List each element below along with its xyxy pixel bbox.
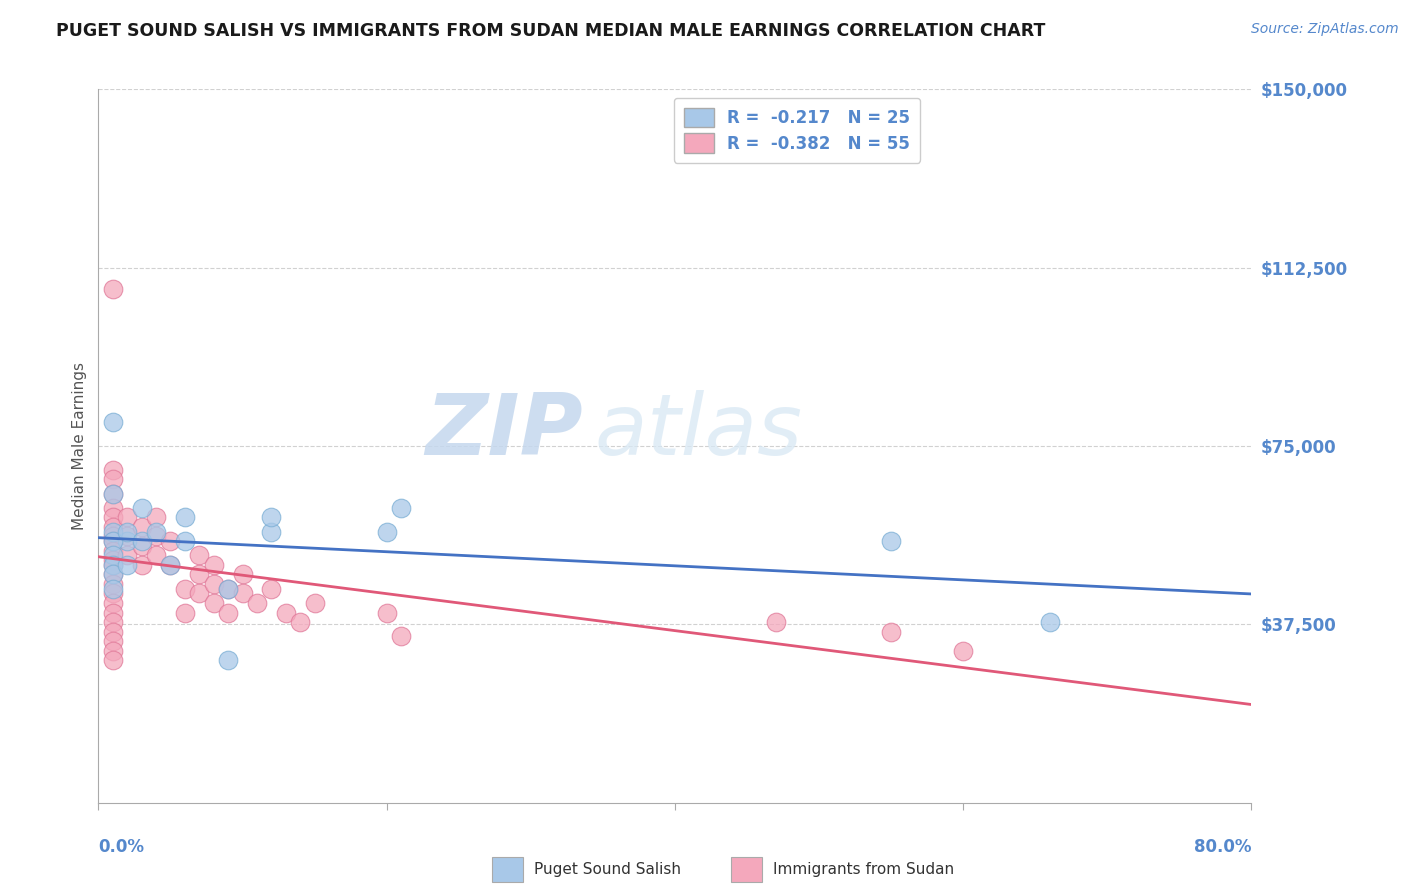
Point bbox=[389, 500, 412, 515]
Point bbox=[101, 472, 124, 486]
Point bbox=[131, 534, 153, 549]
Point bbox=[159, 558, 181, 572]
Point bbox=[174, 534, 197, 549]
Point bbox=[174, 606, 197, 620]
Point bbox=[145, 549, 167, 563]
Point bbox=[217, 582, 239, 596]
Point bbox=[202, 577, 225, 591]
Point bbox=[101, 486, 124, 500]
Point bbox=[217, 582, 239, 596]
Point bbox=[188, 549, 211, 563]
Point bbox=[174, 510, 197, 524]
Point bbox=[101, 558, 124, 572]
Point bbox=[101, 415, 124, 429]
Point bbox=[231, 567, 254, 582]
Point bbox=[101, 520, 124, 534]
Point bbox=[880, 624, 903, 639]
Point bbox=[131, 558, 153, 572]
Point bbox=[117, 534, 138, 549]
Point bbox=[101, 486, 124, 500]
Point bbox=[217, 653, 239, 667]
Point bbox=[159, 534, 181, 549]
Point bbox=[145, 510, 167, 524]
Point bbox=[290, 615, 312, 629]
Point bbox=[159, 558, 181, 572]
Point bbox=[101, 534, 124, 549]
Point bbox=[101, 615, 124, 629]
Point bbox=[375, 606, 398, 620]
Point bbox=[117, 529, 138, 543]
Point bbox=[117, 558, 138, 572]
Point bbox=[117, 549, 138, 563]
Point bbox=[188, 567, 211, 582]
Point bbox=[101, 463, 124, 477]
Point bbox=[131, 500, 153, 515]
Point bbox=[101, 634, 124, 648]
Point bbox=[131, 539, 153, 553]
Point bbox=[117, 510, 138, 524]
Point bbox=[101, 500, 124, 515]
Point bbox=[274, 606, 297, 620]
Text: Immigrants from Sudan: Immigrants from Sudan bbox=[773, 863, 955, 877]
Point bbox=[101, 524, 124, 539]
Point bbox=[952, 643, 974, 657]
Point bbox=[765, 615, 787, 629]
Point bbox=[101, 624, 124, 639]
Text: 0.0%: 0.0% bbox=[98, 838, 145, 856]
Point bbox=[246, 596, 269, 610]
Point bbox=[101, 577, 124, 591]
Point bbox=[101, 558, 124, 572]
Point bbox=[174, 582, 197, 596]
Text: Puget Sound Salish: Puget Sound Salish bbox=[534, 863, 682, 877]
Point bbox=[101, 510, 124, 524]
Point bbox=[260, 524, 283, 539]
Point bbox=[101, 549, 124, 563]
Text: Source: ZipAtlas.com: Source: ZipAtlas.com bbox=[1251, 22, 1399, 37]
Point bbox=[101, 643, 124, 657]
Point bbox=[1038, 615, 1062, 629]
Point bbox=[231, 586, 254, 600]
Point bbox=[188, 586, 211, 600]
Point bbox=[101, 543, 124, 558]
Point bbox=[101, 529, 124, 543]
Point bbox=[145, 524, 167, 539]
Text: atlas: atlas bbox=[595, 390, 803, 474]
Point bbox=[101, 606, 124, 620]
Y-axis label: Median Male Earnings: Median Male Earnings bbox=[72, 362, 87, 530]
Point bbox=[101, 553, 124, 567]
Point bbox=[217, 606, 239, 620]
Point bbox=[202, 558, 225, 572]
Point bbox=[260, 510, 283, 524]
Point bbox=[101, 567, 124, 582]
Text: ZIP: ZIP bbox=[425, 390, 582, 474]
Point bbox=[101, 534, 124, 549]
Point bbox=[260, 582, 283, 596]
Point bbox=[101, 653, 124, 667]
Point bbox=[101, 567, 124, 582]
Text: PUGET SOUND SALISH VS IMMIGRANTS FROM SUDAN MEDIAN MALE EARNINGS CORRELATION CHA: PUGET SOUND SALISH VS IMMIGRANTS FROM SU… bbox=[56, 22, 1046, 40]
Text: 80.0%: 80.0% bbox=[1194, 838, 1251, 856]
Point bbox=[880, 534, 903, 549]
Point bbox=[117, 524, 138, 539]
Point bbox=[375, 524, 398, 539]
Point bbox=[202, 596, 225, 610]
Point bbox=[101, 586, 124, 600]
Point bbox=[131, 520, 153, 534]
Point bbox=[101, 282, 124, 296]
Point bbox=[145, 529, 167, 543]
Point bbox=[304, 596, 326, 610]
Point bbox=[389, 629, 412, 643]
Point bbox=[101, 596, 124, 610]
Point bbox=[101, 582, 124, 596]
Legend: R =  -0.217   N = 25, R =  -0.382   N = 55: R = -0.217 N = 25, R = -0.382 N = 55 bbox=[673, 97, 920, 162]
